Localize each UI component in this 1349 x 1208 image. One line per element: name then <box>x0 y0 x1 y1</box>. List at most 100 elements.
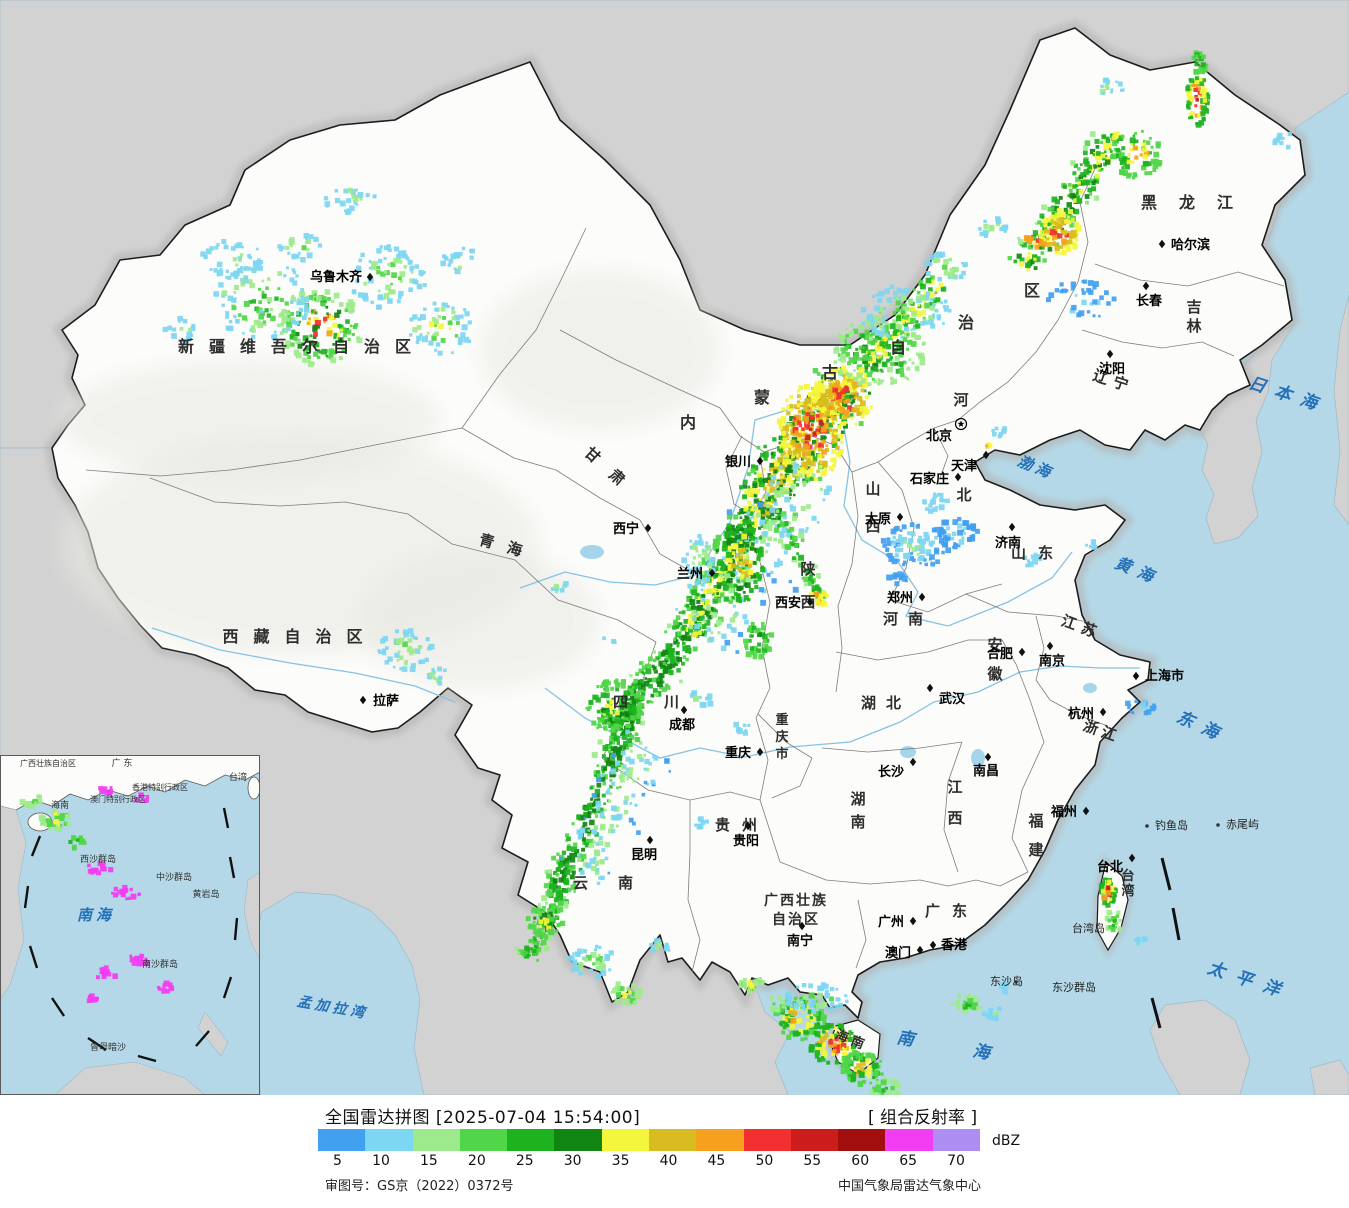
city-label: 郑州 <box>887 590 913 606</box>
province-label: 新疆维吾尔自治区 <box>178 337 426 356</box>
inset-boundary-dash <box>228 856 236 879</box>
city-label: 台北 <box>1097 859 1123 875</box>
inset-boundary-dash <box>137 1054 157 1063</box>
map-title: 全国雷达拼图 [2025-07-04 15:54:00] <box>325 1108 641 1128</box>
city-marker <box>1158 239 1166 249</box>
city-marker <box>798 921 806 931</box>
island-label: 东沙岛 <box>990 974 1023 988</box>
legend-color-cell <box>885 1129 933 1151</box>
neighbor-land <box>1149 999 1251 1095</box>
province-border <box>855 899 867 969</box>
city-label: 昆明 <box>631 847 657 863</box>
province-label: 北 <box>956 486 971 504</box>
province-border <box>1035 615 1051 701</box>
legend-color-cell <box>601 1129 649 1151</box>
province-border <box>559 329 741 437</box>
inset-label: 曾母暗沙 <box>90 1041 126 1053</box>
province-border <box>755 717 781 863</box>
city-label: 乌鲁木齐 <box>310 269 363 285</box>
lake <box>1083 683 1097 693</box>
province-label: 台湾 <box>1121 868 1136 899</box>
legend-tick-label: 30 <box>563 1153 582 1169</box>
city-marker <box>1128 853 1136 863</box>
inset-label: 澳门特别行政区 <box>90 794 146 804</box>
city-marker <box>1018 647 1026 657</box>
city-marker <box>806 597 814 607</box>
province-label: 广西壮族 <box>764 892 828 909</box>
legend-tick-label: 55 <box>803 1153 822 1169</box>
inset-boundary-dash <box>23 885 30 909</box>
city-marker <box>744 821 752 831</box>
city-marker <box>926 683 934 693</box>
province-border <box>965 593 1089 623</box>
province-border <box>919 871 1029 887</box>
city-marker <box>954 472 962 482</box>
city-label: 沈阳 <box>1099 361 1125 377</box>
province-label: 古 <box>822 363 838 382</box>
province-label: 区 <box>1024 281 1040 300</box>
legend-color-cell <box>790 1129 839 1151</box>
province-label: 重庆市 <box>774 712 792 762</box>
city-label: 福州 <box>1050 804 1077 820</box>
boundary-dash <box>1150 997 1162 1029</box>
city-marker <box>909 916 917 926</box>
island-label: 台湾岛 <box>1072 921 1105 935</box>
city-marker <box>756 456 764 466</box>
legend-tick-label: 60 <box>851 1153 870 1169</box>
province-border <box>1081 329 1235 357</box>
product-label: [ 组合反射率 ] <box>868 1108 978 1128</box>
inset-boundary-dash <box>222 807 230 829</box>
legend-color-cell <box>932 1129 980 1151</box>
inset-label: 台湾 <box>229 771 247 783</box>
city-marker <box>929 940 937 950</box>
city-label: 贵阳 <box>733 833 759 849</box>
city-label: 广州 <box>878 914 904 930</box>
province-label: 治 <box>958 313 974 332</box>
province-label: 贵州 <box>715 816 769 834</box>
island-dot <box>1014 980 1018 984</box>
province-label: 蒙 <box>754 388 770 407</box>
city-marker <box>1099 707 1107 717</box>
neighbor-land <box>1309 1059 1349 1095</box>
province-border <box>835 471 859 693</box>
legend-color-cell <box>318 1129 366 1151</box>
legend-color-cell <box>459 1129 508 1151</box>
city-marker <box>982 450 990 460</box>
city-label: 合肥 <box>987 646 1013 662</box>
radar-map-canvas: 日本海渤海黄海东海南海太平洋孟加拉湾新疆维吾尔自治区西藏自治区青海甘肃四川云南贵… <box>0 0 1349 1095</box>
city-marker <box>366 272 374 282</box>
inset-radar-echo-layer <box>19 786 175 1004</box>
province-border <box>835 639 1002 661</box>
relief-layer <box>60 270 720 690</box>
legend-tick-label: 40 <box>659 1153 678 1169</box>
lake <box>580 545 604 559</box>
city-marker <box>918 592 926 602</box>
boundary-dash <box>1171 907 1181 941</box>
city-label: 西宁 <box>613 521 639 537</box>
city-marker <box>708 568 716 578</box>
province-border <box>461 227 587 429</box>
island-label: 东沙群岛 <box>1052 980 1096 994</box>
city-marker <box>680 705 688 715</box>
radar-echo-layer <box>162 50 1292 1095</box>
province-label: 云南 <box>573 874 663 892</box>
city-label: 银川 <box>725 454 751 470</box>
province-border <box>85 427 463 477</box>
province-border <box>1094 263 1285 287</box>
province-label: 河 <box>953 391 968 409</box>
capital-star-icon <box>957 420 965 427</box>
city-marker <box>916 945 924 955</box>
province-label: 自治区 <box>772 911 820 928</box>
inset-label: 广西壮族自治区 <box>20 758 76 768</box>
city-marker <box>1132 671 1140 681</box>
city-label: 武汉 <box>939 691 966 707</box>
lake <box>971 749 985 767</box>
capital-label: 北京 <box>926 428 952 444</box>
legend-color-cell <box>696 1129 744 1151</box>
city-marker <box>1106 349 1114 359</box>
city-label: 香港 <box>940 937 968 953</box>
inset-label: 南沙群岛 <box>142 958 178 970</box>
river <box>544 665 1140 759</box>
inset-label: 海南 <box>51 799 69 811</box>
